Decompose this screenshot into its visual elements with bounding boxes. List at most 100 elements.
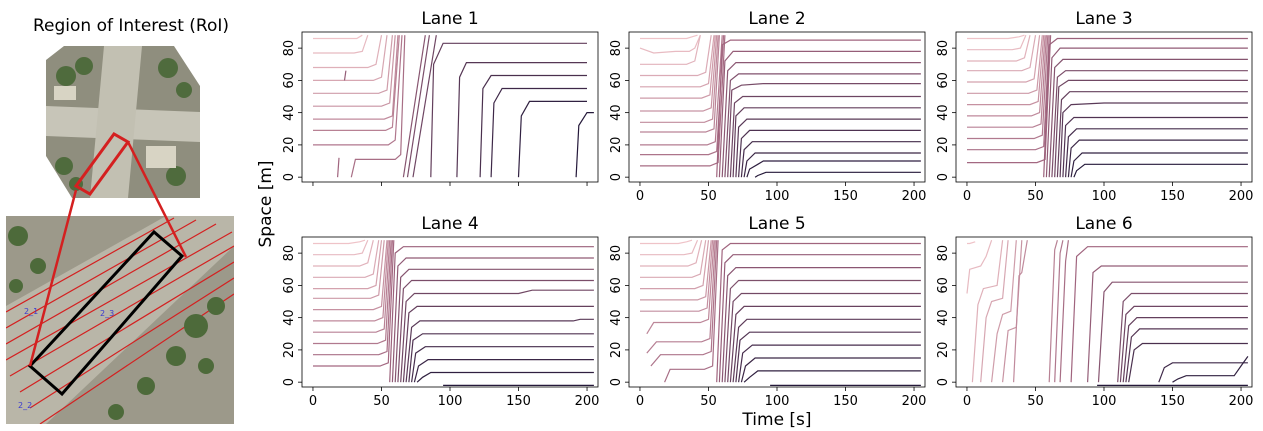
trajectory-line [640,35,716,99]
trajectory-line [967,35,1031,62]
lane-panel-2: Lane 2 0 20 40 60 80 0 50 100 150 200 [609,9,926,204]
trajectory-line [721,62,921,178]
trajectory-line [408,333,594,383]
trajectory-line [718,50,921,178]
trajectory-line [337,157,340,178]
trajectory-line [967,35,1049,140]
y-tick-label: 0 [936,173,951,181]
trajectory-line [664,240,719,383]
x-tick-label: 200 [1229,189,1254,204]
trajectory-line [479,74,587,178]
trajectory-line [1043,37,1248,178]
trajectory-line [727,83,921,178]
trajectory-line [991,240,1017,383]
trajectory-line [727,292,921,383]
trajectory-line [411,346,594,383]
trajectory-line [1122,317,1248,383]
x-tick-label: 150 [833,189,858,204]
trajectory-line [967,35,1037,72]
y-tick-label: 60 [609,72,624,89]
trajectory-line [430,42,587,178]
trajectory-line [1070,152,1248,178]
y-tick-label: 20 [282,137,297,154]
trajectory-line [397,279,594,383]
trajectory-line [313,35,396,107]
trajectory-line [746,160,921,178]
trajectory-line [967,35,1047,128]
x-tick-label: 50 [700,394,717,409]
trajectory-line [1067,139,1248,178]
trajectory-line [1051,70,1248,178]
trajectory-line [967,35,1043,94]
trajectory-line [1048,58,1248,178]
trajectory-line [967,35,1050,151]
trajectory-line [517,100,587,178]
trajectory-line [1125,328,1248,383]
x-tick-label: 0 [309,394,317,409]
x-tick-label: 150 [1160,189,1185,204]
x-tick-label: 0 [963,394,971,409]
trajectory-line [729,95,921,178]
trajectory-line [416,371,594,383]
trajectory-line [1158,362,1248,383]
lane-panel-1: Lane 1 0 20 40 60 80 [282,9,599,186]
trajectory-line [313,239,366,245]
trajectory-line [640,35,715,88]
trajectory-line [313,240,388,311]
y-tick-label: 60 [282,277,297,294]
trajectory-line [313,240,393,356]
x-tick-label: 150 [506,394,531,409]
x-tick-label: 200 [575,394,600,409]
x-tick-label: 0 [636,394,644,409]
trajectory-line [1062,116,1248,178]
trajectory-line [967,35,1045,106]
trajectories [313,34,594,178]
trajectory-line [1065,128,1248,178]
y-tick-label: 60 [936,277,951,294]
trajectories [640,239,921,386]
panel-frame [955,31,1253,183]
trajectory-line [313,240,395,367]
y-tick-label: 0 [282,378,297,386]
trajectory-line [729,305,921,383]
trajectories [967,34,1248,178]
y-tick-label: 60 [609,277,624,294]
trajectory-line [1073,163,1248,178]
trajectory-line [967,35,1046,117]
trajectory-line [1087,265,1248,383]
roi-title: Region of Interest (RoI) [32,16,230,36]
trajectory-line [640,35,726,167]
trajectory-line [313,240,391,333]
trajectory-line [313,240,392,345]
trajectory-line [724,279,921,383]
trajectory-line [967,241,976,245]
trajectory-line [456,62,587,178]
trajectory-line [313,240,374,267]
trajectory-line [967,34,1027,51]
panel-title: Lane 6 [1075,214,1132,234]
trajectory-line [740,357,921,383]
trajectory-line [640,240,710,290]
x-tick-label: 150 [1160,394,1185,409]
x-tick-label: 100 [1092,189,1117,204]
trajectory-line [732,318,921,383]
trajectory-line [732,107,921,178]
y-tick-label: 40 [282,309,297,326]
panel-frame [628,31,926,183]
trajectory-line [966,240,993,294]
trajectory-line [412,35,437,178]
lane-panel-3: Lane 3 0 20 40 60 80 0 50 100 150 200 [936,9,1253,204]
trajectories [313,239,594,386]
trajectories [639,34,921,178]
y-tick-label: 40 [609,309,624,326]
trajectory-line [738,129,921,178]
trajectory-line [313,240,383,290]
trajectory-line [1097,281,1248,383]
panel-title: Lane 4 [421,214,478,234]
trajectory-line [1054,240,1064,383]
trajectory-line [640,35,701,65]
y-tick-label: 80 [936,245,951,262]
trajectory-line [402,305,594,383]
trajectory-line [406,35,430,178]
trajectory-line [313,240,389,322]
